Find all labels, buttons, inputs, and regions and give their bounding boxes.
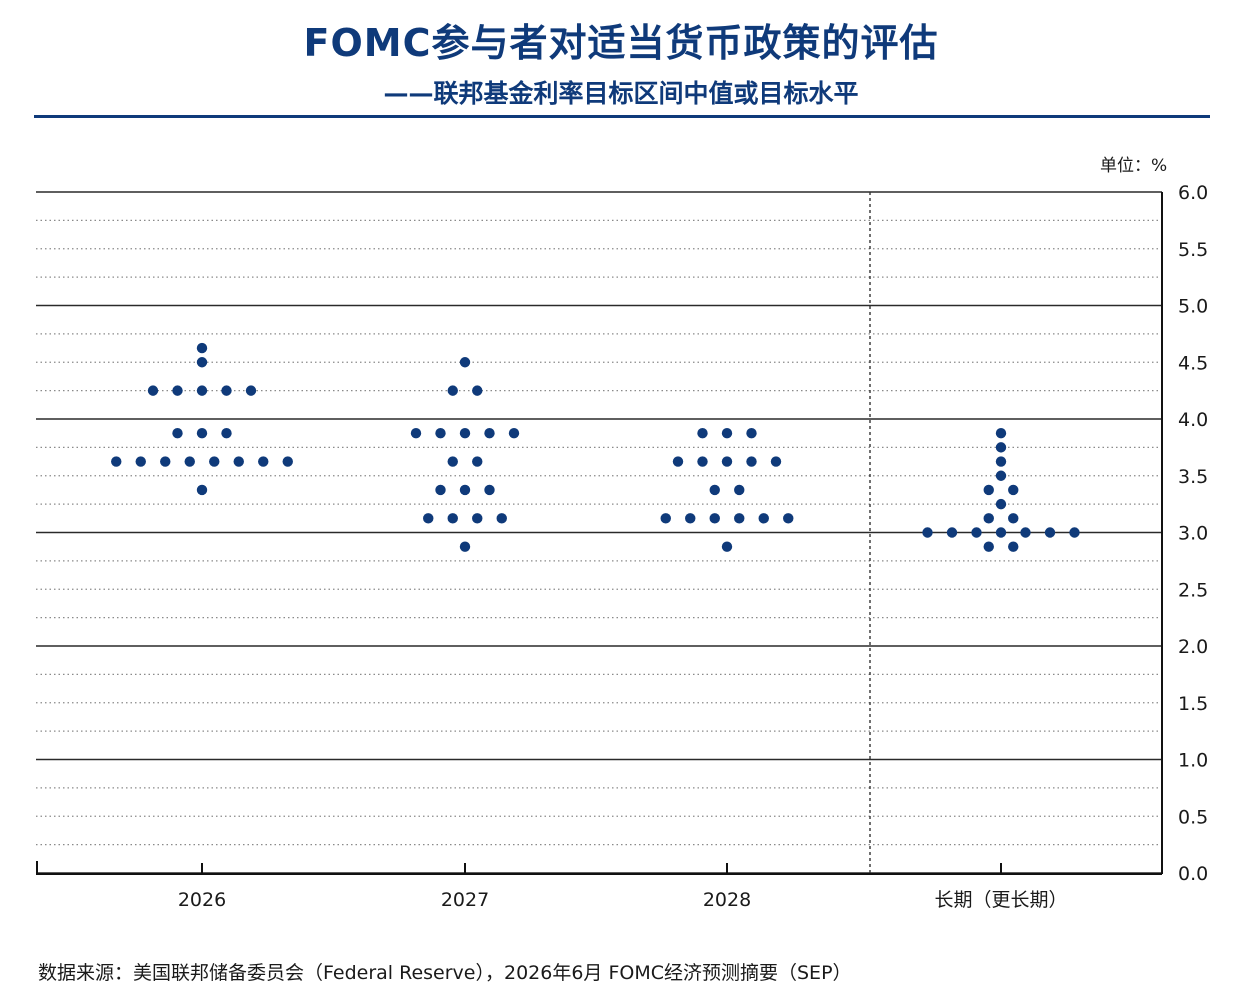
dot [221,427,232,439]
dot [184,456,195,467]
dot [685,513,696,524]
dot [135,456,146,467]
dot [472,513,483,524]
y-tick-label: 0.0 [1178,863,1208,885]
dot [995,527,1007,538]
y-tick-label: 2.5 [1178,579,1208,601]
dot [995,470,1007,481]
dot [1044,527,1056,538]
dot [995,442,1007,453]
y-tick-label: 2.0 [1178,636,1208,658]
dot [983,541,994,552]
y-tick-label: 1.5 [1178,693,1208,715]
dot [472,385,483,396]
dot [758,513,769,524]
dot [209,456,220,467]
y-tick-label: 4.0 [1178,409,1208,431]
y-tick-label: 5.0 [1178,296,1208,318]
dot [721,427,733,439]
x-tick-label: 2028 [703,889,751,911]
y-tick-label: 1.0 [1178,750,1208,772]
y-tick-label: 6.0 [1178,182,1208,204]
dot [734,484,745,496]
dot [221,385,232,396]
y-tick-label: 0.5 [1178,806,1208,828]
dot [245,385,257,396]
chart-title: FOMC参与者对适当货币政策的评估 [303,21,939,65]
dot [995,456,1007,467]
dot [496,513,507,524]
dot [1008,541,1019,552]
dot [672,456,684,467]
dot [484,427,495,439]
dot [258,456,269,467]
dot [196,342,208,354]
chart-subtitle: ——联邦基金利率目标区间中值或目标水平 [383,79,859,108]
dot [995,427,1007,439]
dot [447,513,458,524]
dot [709,513,720,524]
dot [472,456,483,467]
x-tick-label: 长期（更长期） [934,889,1067,911]
dot [459,357,471,368]
y-tick-label: 3.5 [1178,466,1208,488]
unit-label: 单位：% [1100,156,1168,176]
dot [721,456,733,467]
dot [282,456,293,467]
dot [196,385,208,396]
dot [410,427,422,439]
dot [459,484,471,496]
y-tick-label: 3.0 [1178,523,1208,545]
dot [983,513,994,524]
dot [1008,513,1019,524]
dot [447,456,458,467]
dot [484,484,495,496]
dot [435,427,446,439]
dot [783,513,794,524]
dot [770,456,782,467]
dot [983,484,994,496]
dot [734,513,745,524]
dot [995,498,1007,510]
dot [697,456,708,467]
dot [196,357,208,368]
dot [1069,527,1080,538]
dot [196,484,208,496]
dot [922,527,933,538]
dot [946,527,958,538]
dot [233,456,244,467]
dot [508,427,520,439]
x-tick-label: 2026 [178,889,226,911]
dot [746,427,757,439]
source-note: 数据来源：美国联邦储备委员会（Federal Reserve），2026年6月 … [38,962,852,984]
dot [111,456,122,467]
dot [721,541,733,552]
y-tick-label: 4.5 [1178,352,1208,374]
dot [1008,484,1019,496]
dot [660,513,671,524]
dot [147,385,159,396]
dot [160,456,171,467]
y-tick-label: 5.5 [1178,239,1208,261]
title-rule [34,115,1210,118]
dot [435,484,446,496]
dot [459,427,471,439]
dot [459,541,471,552]
dot [1020,527,1031,538]
dot [746,456,757,467]
dot [709,484,720,496]
dot [172,385,183,396]
dot [971,527,982,538]
dot [423,513,434,524]
dot [447,385,458,396]
x-tick-label: 2027 [441,889,489,911]
dot [172,427,183,439]
dot [196,427,208,439]
dot [697,427,708,439]
